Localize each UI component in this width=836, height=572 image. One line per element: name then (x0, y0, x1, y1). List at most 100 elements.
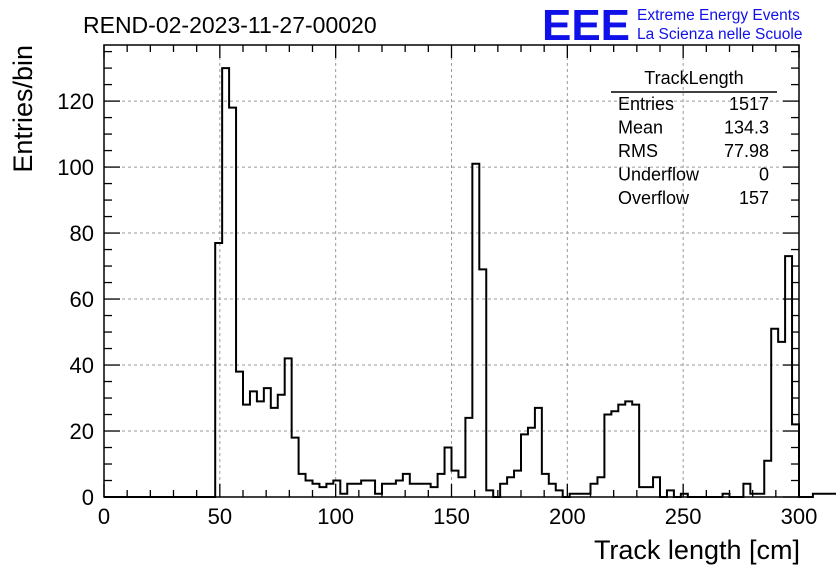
histogram-bin (639, 487, 646, 497)
histogram-bin (479, 269, 486, 497)
histogram-bin (764, 461, 771, 497)
histogram-bin (514, 471, 521, 497)
histogram-bin (333, 481, 340, 497)
stats-row-value: 77.98 (724, 141, 769, 161)
histogram-bin (410, 484, 417, 497)
eee-logo-line1: Extreme Energy Events (637, 7, 800, 24)
stats-box: TrackLength Entries 1517 Mean 134.3 RMS 77.98… (611, 68, 777, 208)
histogram-bin (306, 481, 313, 497)
histogram-bin (597, 477, 604, 497)
y-tick-label: 0 (82, 485, 94, 510)
eee-logo-mark: EEE (542, 1, 630, 50)
histogram-bin (222, 68, 229, 497)
histogram-bin (632, 405, 639, 497)
histogram-bin (424, 484, 431, 497)
histogram-bin (535, 408, 542, 497)
histogram-bin (347, 484, 354, 497)
y-tick-label: 20 (70, 419, 94, 444)
stats-row-value: 157 (739, 188, 769, 208)
tick-labels: 0 50 100 150 200 250 300 0 20 40 60 80 100 120 (57, 89, 817, 529)
stats-row-value: 134.3 (724, 118, 769, 138)
histogram-bin (271, 408, 278, 497)
x-tick-label: 200 (549, 504, 586, 529)
x-tick-label: 0 (98, 504, 110, 529)
histogram-bin (368, 481, 375, 497)
histogram-bin (785, 256, 792, 497)
histogram-bin (396, 481, 403, 497)
stats-row-label: Mean (618, 118, 663, 138)
y-tick-label: 100 (57, 155, 94, 180)
histogram-bin (646, 487, 653, 497)
histogram-bin (743, 484, 750, 497)
histogram-bin (215, 243, 222, 497)
histogram-bin (625, 401, 632, 497)
histogram-bin (417, 484, 424, 497)
x-tick-label: 50 (208, 504, 232, 529)
histogram-bin (792, 424, 799, 497)
y-tick-label: 80 (70, 221, 94, 246)
histogram-bin (431, 487, 438, 497)
histogram-bin (299, 474, 306, 497)
stats-row-label: Overflow (618, 188, 690, 208)
histogram-bin (549, 484, 556, 497)
histogram-bin (319, 487, 326, 497)
eee-logo-line2: La Scienza nelle Scuole (637, 26, 802, 43)
histogram-bin (591, 484, 598, 497)
histogram-bin (465, 418, 472, 497)
histogram-bin (438, 474, 445, 497)
histogram-bin (521, 434, 528, 497)
histogram-bin (292, 438, 299, 497)
eee-logo: EEE Extreme Energy Events La Scienza nel… (542, 1, 802, 50)
y-axis-label: Entries/bin (8, 45, 38, 173)
y-tick-label: 40 (70, 353, 94, 378)
histogram-bin (472, 164, 479, 497)
histogram-bin (264, 388, 271, 497)
axis-ticks (103, 45, 800, 498)
x-tick-label: 100 (317, 504, 354, 529)
histogram-bin (611, 411, 618, 497)
x-tick-label: 250 (665, 504, 702, 529)
histogram-bin (354, 484, 361, 497)
histogram-outline (104, 67, 836, 498)
grid-lines (104, 45, 799, 497)
histogram-bin (389, 484, 396, 497)
histogram-bin (243, 405, 250, 497)
stats-row-label: Entries (618, 94, 674, 114)
histogram-bin (507, 477, 514, 497)
histogram-bin (528, 428, 535, 497)
stats-box-rows: Entries 1517 Mean 134.3 RMS 77.98 Underflow 0 Ov… (618, 94, 769, 208)
histogram-bin (257, 401, 264, 497)
run-title: REND-02-2023-11-27-00020 (83, 12, 377, 38)
histogram-bin (458, 477, 465, 497)
histogram-bin (445, 448, 452, 497)
histogram-bin (236, 372, 243, 497)
x-tick-label: 150 (433, 504, 470, 529)
histogram-bin (278, 395, 285, 497)
histogram-bin (653, 477, 660, 497)
histogram-bin (361, 481, 368, 497)
histogram-bin (313, 484, 320, 497)
histogram-bin (285, 358, 292, 497)
stats-row-value: 1517 (729, 94, 769, 114)
histogram-bin (771, 329, 778, 497)
histogram-bars (104, 67, 836, 498)
histogram-bin (604, 415, 611, 497)
histogram-bin (326, 484, 333, 497)
histogram-bin (542, 474, 549, 497)
y-tick-label: 120 (57, 89, 94, 114)
histogram-bin (500, 484, 507, 497)
stats-row-value: 0 (759, 165, 769, 185)
y-tick-label: 60 (70, 287, 94, 312)
histogram-bin (618, 405, 625, 497)
histogram-bin (229, 108, 236, 497)
x-axis-label: Track length [cm] (594, 535, 800, 565)
histogram-bin (452, 471, 459, 497)
stats-row-label: Underflow (618, 165, 700, 185)
histogram-bin (250, 391, 257, 497)
stats-box-title: TrackLength (644, 68, 743, 88)
x-tick-label: 300 (781, 504, 818, 529)
stats-row-label: RMS (618, 141, 658, 161)
histogram-bin (403, 474, 410, 497)
histogram-bin (382, 484, 389, 497)
